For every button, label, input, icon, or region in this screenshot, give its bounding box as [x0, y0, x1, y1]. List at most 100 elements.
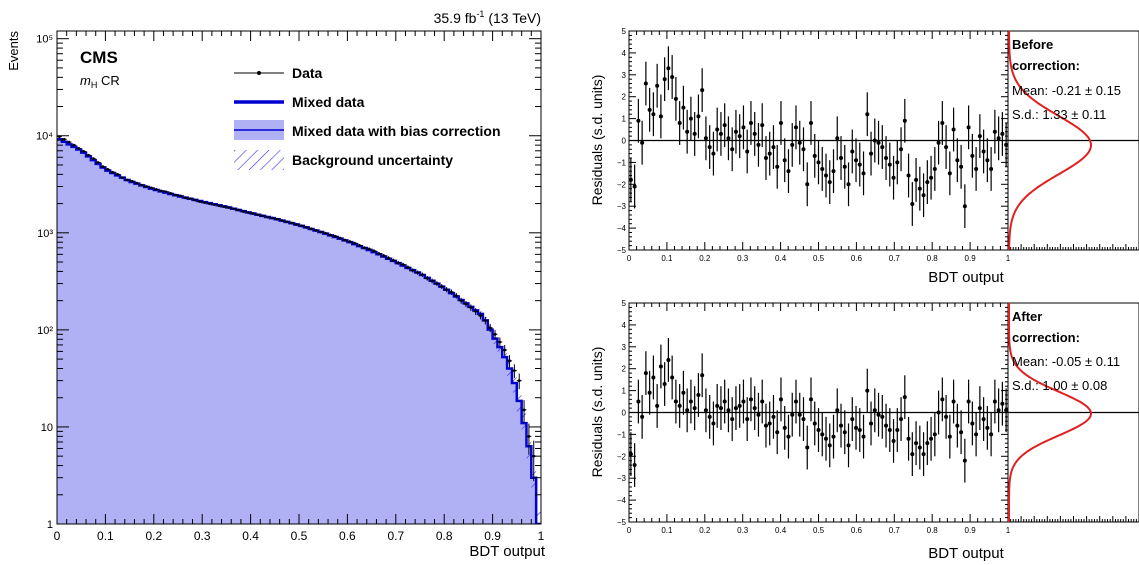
- data-point: [173, 193, 178, 197]
- data-points: [57, 135, 537, 482]
- residual-y-tick-label: 2: [622, 365, 627, 374]
- residual-point: [726, 116, 731, 161]
- residual-y-tick-label: 2: [622, 93, 627, 102]
- residual-point: [966, 379, 971, 424]
- data-point: [153, 188, 159, 191]
- residual-point: [715, 107, 720, 152]
- residual-point: [891, 155, 896, 200]
- residual-point: [643, 61, 648, 106]
- after-title: After: [1012, 309, 1042, 324]
- data-point: [328, 233, 333, 237]
- residual-point: [992, 109, 997, 154]
- histogram-x-tick-label: 0.3: [194, 529, 211, 543]
- residual-point: [910, 432, 915, 477]
- histogram-y-tick-label: 10²: [37, 325, 53, 337]
- residual-point: [805, 425, 810, 470]
- residual-point: [748, 101, 753, 145]
- data-point: [492, 330, 498, 340]
- residual-x-tick-label: 0: [627, 254, 632, 263]
- residual-point: [767, 401, 772, 446]
- data-point: [478, 312, 483, 320]
- residual-point: [925, 421, 930, 466]
- data-point: [265, 215, 270, 219]
- residual-point: [846, 423, 851, 468]
- residual-point: [944, 394, 949, 439]
- lumi-label: 35.9 fb-1 (13 TeV): [434, 9, 541, 26]
- residual-point: [726, 388, 731, 433]
- residual-point: [820, 147, 825, 191]
- residual-point: [752, 386, 757, 431]
- data-point: [86, 153, 91, 157]
- histogram-panel: 0 0.1 0.2 0.3 0.4 0.5 0.6 0.7 0.8 0.9 1 1 10 10² 10³ 10…: [6, 9, 546, 560]
- residual-point: [925, 160, 930, 205]
- residual-point: [839, 136, 844, 180]
- residuals-before-points: [628, 46, 1009, 229]
- residual-point: [865, 368, 870, 413]
- residual-point: [857, 142, 862, 187]
- residual-point: [981, 129, 986, 174]
- residual-y-tick-label: −1: [617, 158, 627, 167]
- residual-point: [692, 112, 697, 156]
- data-point: [178, 194, 183, 198]
- lumi-exponent: -1: [476, 9, 484, 19]
- residual-point: [906, 153, 911, 198]
- residual-point: [722, 379, 727, 424]
- data-point: [211, 203, 217, 207]
- residual-point: [651, 355, 656, 400]
- histogram-ylabel: Events: [6, 31, 21, 71]
- residual-point: [981, 397, 986, 441]
- residual-point: [786, 414, 791, 459]
- residual-point: [962, 438, 967, 483]
- residual-point: [955, 403, 960, 448]
- residual-point: [917, 425, 922, 470]
- residual-point: [895, 408, 900, 452]
- residual-point: [902, 375, 907, 420]
- residual-point: [929, 416, 934, 461]
- residual-point: [741, 105, 746, 150]
- data-point: [424, 276, 430, 281]
- residual-point: [756, 122, 761, 167]
- legend-item-bias-corrected: Mixed data with bias correction: [234, 120, 501, 140]
- residual-point: [936, 390, 941, 435]
- residual-point: [917, 166, 922, 211]
- residual-point: [880, 394, 885, 439]
- data-point: [444, 287, 450, 293]
- residual-point: [790, 392, 795, 437]
- data-point: [294, 223, 299, 226]
- residual-y-tick-label: −4: [617, 496, 627, 505]
- data-point: [61, 137, 67, 141]
- lumi-energy: (13 TeV): [484, 10, 541, 26]
- residual-point: [640, 120, 645, 165]
- residual-point: [959, 410, 964, 455]
- data-point: [531, 440, 537, 482]
- mixed-data-step-line: [57, 137, 541, 524]
- residual-point: [977, 386, 982, 431]
- histogram-x-tick-label: 0.1: [97, 529, 114, 543]
- residual-x-tick-label: 0.7: [889, 254, 901, 263]
- data-point: [337, 236, 343, 240]
- residual-point: [707, 394, 712, 439]
- residuals-after-points: [628, 338, 1009, 487]
- residual-point: [827, 423, 832, 468]
- data-point: [487, 323, 493, 333]
- residual-x-tick-label: 0.6: [851, 526, 863, 535]
- data-point: [221, 205, 227, 209]
- residual-point: [947, 151, 952, 196]
- after-sd: S.d.: 1.00 ± 0.08: [1012, 378, 1107, 393]
- residual-point: [850, 129, 855, 174]
- residual-x-tick-label: 0.2: [699, 526, 711, 535]
- residual-point: [1004, 122, 1009, 167]
- residual-point: [707, 125, 712, 169]
- residual-point: [861, 151, 866, 196]
- residual-point: [884, 136, 889, 180]
- data-point: [284, 220, 290, 224]
- before-mean: Mean: -0.21 ± 0.15: [1012, 83, 1121, 98]
- residual-point: [910, 182, 915, 226]
- data-point: [236, 208, 241, 212]
- residual-y-tick-label: 1: [622, 387, 627, 396]
- residual-point: [884, 403, 889, 448]
- data-point: [158, 189, 164, 193]
- residual-point: [970, 133, 975, 178]
- data-point: [134, 181, 140, 185]
- residual-point: [899, 127, 904, 172]
